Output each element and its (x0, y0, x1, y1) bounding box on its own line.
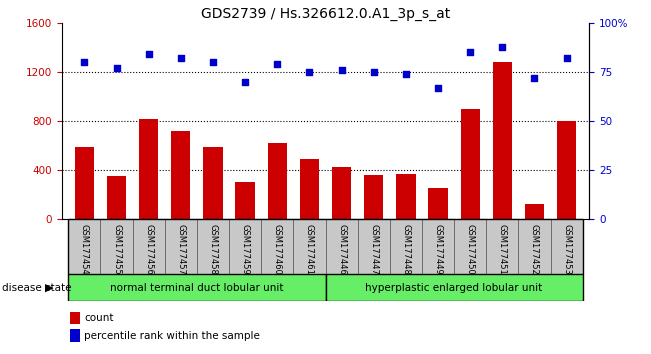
Bar (299, 159, 319, 219)
Point (465, 50, 475, 55)
Text: GSM177453: GSM177453 (562, 224, 571, 275)
Point (433, 85, 443, 91)
Point (240, 79, 251, 85)
Text: GSM177451: GSM177451 (498, 224, 507, 275)
Text: GSM177449: GSM177449 (434, 224, 443, 275)
Point (304, 69, 314, 75)
Text: count: count (84, 313, 113, 323)
Bar (493, 62, 512, 219)
Bar (236, 182, 255, 219)
Bar (551, 219, 583, 274)
Bar (364, 175, 383, 219)
Bar (133, 219, 165, 274)
Bar (332, 167, 352, 219)
Bar (486, 219, 518, 274)
Point (529, 75, 540, 81)
Bar (454, 219, 486, 274)
Bar (70, 312, 80, 324)
Text: ▶: ▶ (44, 282, 53, 293)
Bar (171, 131, 191, 219)
Text: GSM177458: GSM177458 (208, 224, 217, 275)
Text: GSM177455: GSM177455 (112, 224, 121, 275)
Bar (525, 204, 544, 219)
Text: GSM177459: GSM177459 (241, 224, 249, 275)
Bar (268, 143, 287, 219)
Bar (326, 219, 357, 274)
Text: GSM177461: GSM177461 (305, 224, 314, 275)
Point (176, 56, 186, 61)
Text: GSM177457: GSM177457 (176, 224, 186, 275)
Bar (107, 176, 126, 219)
Text: GSM177456: GSM177456 (144, 224, 153, 275)
Text: GSM177446: GSM177446 (337, 224, 346, 275)
Bar (326, 274, 583, 301)
Text: GSM177447: GSM177447 (369, 224, 378, 275)
Bar (165, 219, 197, 274)
Text: GSM177448: GSM177448 (402, 224, 410, 275)
Point (368, 69, 379, 75)
Text: percentile rank within the sample: percentile rank within the sample (84, 331, 260, 341)
Bar (390, 219, 422, 274)
Bar (460, 109, 480, 219)
Text: disease state: disease state (2, 282, 72, 293)
Bar (100, 219, 133, 274)
Text: GSM177460: GSM177460 (273, 224, 282, 275)
Bar (261, 219, 294, 274)
Bar (518, 219, 551, 274)
Title: GDS2739 / Hs.326612.0.A1_3p_s_at: GDS2739 / Hs.326612.0.A1_3p_s_at (201, 7, 450, 21)
Bar (396, 174, 415, 219)
Bar (203, 147, 223, 219)
Bar (139, 119, 158, 219)
Point (79, 59, 90, 65)
Point (400, 71, 411, 77)
Bar (294, 219, 326, 274)
Bar (75, 147, 94, 219)
Bar (70, 329, 80, 342)
Point (272, 62, 283, 67)
Bar (229, 219, 261, 274)
Point (208, 59, 218, 65)
Text: normal terminal duct lobular unit: normal terminal duct lobular unit (110, 282, 284, 293)
Text: GSM177454: GSM177454 (80, 224, 89, 275)
Text: GSM177450: GSM177450 (465, 224, 475, 275)
Text: hyperplastic enlarged lobular unit: hyperplastic enlarged lobular unit (365, 282, 543, 293)
Point (497, 44, 508, 50)
Point (111, 65, 122, 71)
Bar (68, 274, 326, 301)
Point (337, 67, 347, 73)
Point (561, 56, 572, 61)
Bar (197, 219, 229, 274)
Bar (68, 219, 100, 274)
Text: GSM177452: GSM177452 (530, 224, 539, 275)
Bar (557, 121, 576, 219)
Point (143, 52, 154, 57)
Bar (357, 219, 390, 274)
Bar (428, 188, 448, 219)
Bar (422, 219, 454, 274)
